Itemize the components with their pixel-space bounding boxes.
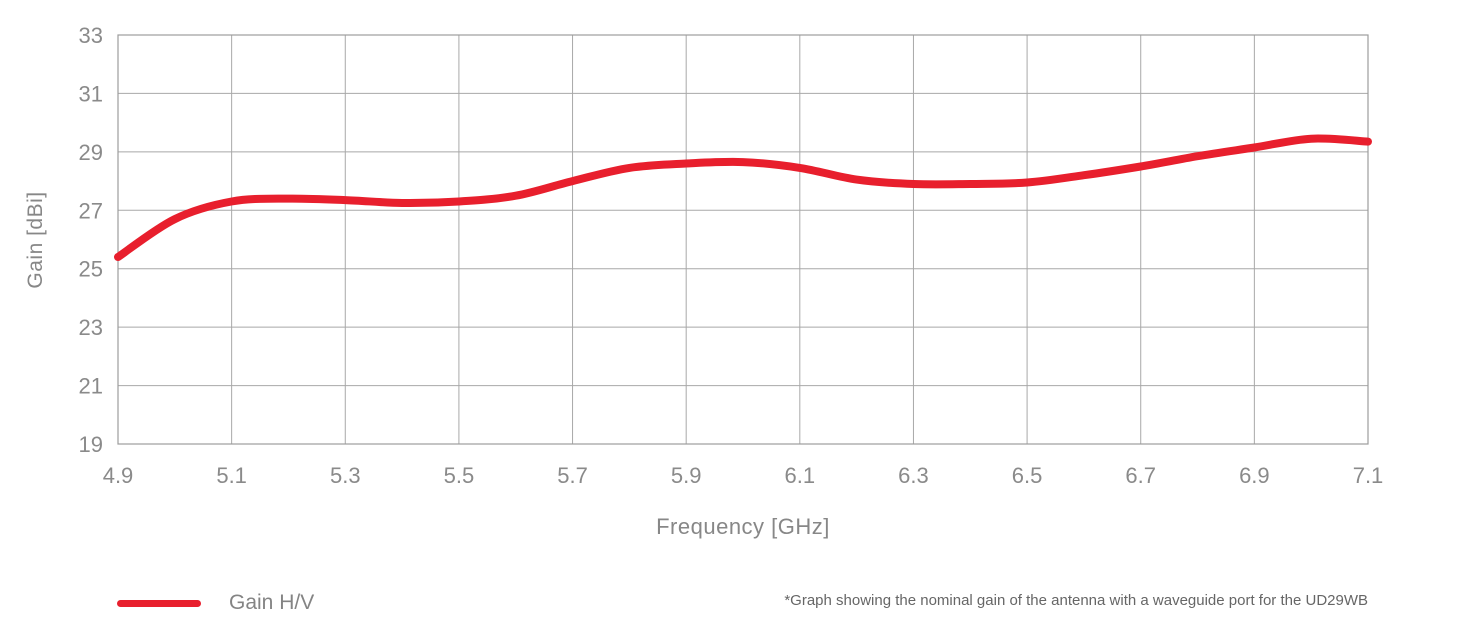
x-axis-title: Frequency [GHz] [656, 514, 830, 539]
x-tick-label: 5.3 [330, 463, 361, 488]
legend-line-swatch [117, 599, 201, 607]
x-tick-label: 5.5 [444, 463, 475, 488]
y-tick-label: 25 [79, 257, 103, 282]
x-tick-label: 5.9 [671, 463, 702, 488]
y-axis-title: Gain [dBi] [24, 191, 47, 289]
x-tick-label: 4.9 [103, 463, 134, 488]
y-tick-label: 21 [79, 374, 103, 399]
y-tick-label: 33 [79, 23, 103, 48]
y-tick-label: 19 [79, 432, 103, 457]
y-tick-label: 23 [79, 315, 103, 340]
y-tick-label: 31 [79, 81, 103, 106]
y-tick-label: 29 [79, 140, 103, 165]
x-tick-label: 6.1 [785, 463, 816, 488]
x-tick-label: 6.9 [1239, 463, 1270, 488]
gain-line [114, 134, 1372, 261]
chart-footnote: *Graph showing the nominal gain of the a… [784, 592, 1368, 609]
x-tick-label: 5.7 [557, 463, 588, 488]
x-tick-label: 6.7 [1125, 463, 1156, 488]
plot-border [117, 34, 1369, 445]
y-tick-label: 27 [79, 198, 103, 223]
x-tick-label: 6.3 [898, 463, 929, 488]
x-tick-label: 5.1 [216, 463, 247, 488]
legend-label: Gain H/V [229, 591, 315, 614]
x-tick-label: 6.5 [1012, 463, 1043, 488]
x-tick-label: 7.1 [1353, 463, 1384, 488]
legend: Gain H/V [117, 590, 314, 616]
